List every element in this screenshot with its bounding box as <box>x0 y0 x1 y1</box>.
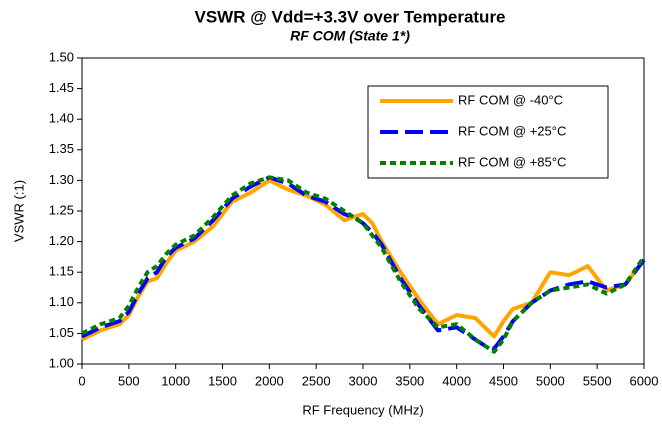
y-tick-label: 1.30 <box>49 172 74 187</box>
x-tick-label: 4000 <box>442 373 471 388</box>
x-tick-label: 1500 <box>208 373 237 388</box>
legend-label: RF COM @ +25°C <box>458 123 566 138</box>
y-tick-label: 1.25 <box>49 202 74 217</box>
x-tick-label: 3500 <box>395 373 424 388</box>
series-line <box>81 175 646 354</box>
x-tick-label: 5500 <box>583 373 612 388</box>
x-tick-label: 6000 <box>630 373 659 388</box>
y-tick-label: 1.35 <box>49 141 74 156</box>
x-tick-label: 0 <box>78 373 85 388</box>
x-tick-label: 3000 <box>349 373 378 388</box>
x-tick-label: 2500 <box>302 373 331 388</box>
x-tick-label: 2000 <box>255 373 284 388</box>
chart-title: VSWR @ Vdd=+3.3V over Temperature <box>194 7 505 26</box>
y-tick-label: 1.40 <box>49 111 74 126</box>
x-tick-label: 5000 <box>536 373 565 388</box>
y-tick-label: 1.50 <box>49 49 74 64</box>
x-tick-label: 1000 <box>161 373 190 388</box>
chart-subtitle: RF COM (State 1*) <box>290 28 410 44</box>
legend-label: RF COM @ -40°C <box>458 92 563 107</box>
y-tick-label: 1.45 <box>49 80 74 95</box>
x-tick-label: 4500 <box>489 373 518 388</box>
y-tick-label: 1.15 <box>49 264 74 279</box>
y-tick-label: 1.10 <box>49 294 74 309</box>
legend-label: RF COM @ +85°C <box>458 154 566 169</box>
y-tick-label: 1.00 <box>49 355 74 370</box>
y-tick-label: 1.05 <box>49 325 74 340</box>
x-axis-label: RF Frequency (MHz) <box>302 402 423 417</box>
x-tick-label: 500 <box>118 373 140 388</box>
y-tick-label: 1.20 <box>49 233 74 248</box>
y-axis-label: VSWR (:1) <box>11 180 26 242</box>
